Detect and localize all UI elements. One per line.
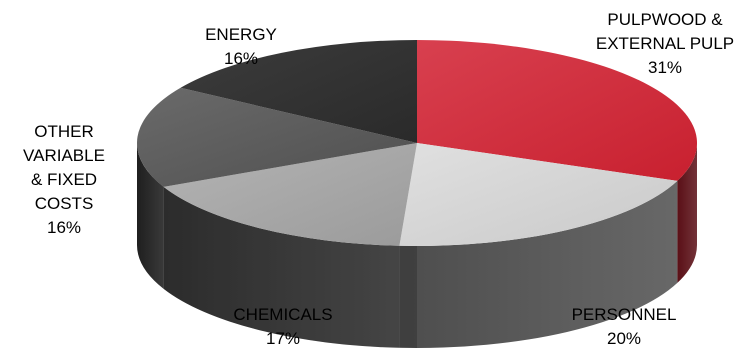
slice-category-label: OTHER (34, 122, 94, 141)
slice-category-label: VARIABLE (23, 146, 105, 165)
pie-slice-personnel (399, 143, 678, 247)
slice-category-label: PULPWOOD & (607, 10, 723, 29)
pie-slice-energy (180, 40, 417, 143)
pie-side-chemicals (163, 186, 400, 348)
pie-slice-pulpwood-external-pulp (417, 40, 698, 181)
slice-category-label: CHEMICALS (233, 305, 332, 324)
pie-side-pulpwood-external-pulp (677, 143, 697, 283)
slice-category-label: COSTS (35, 194, 94, 213)
slice-value-label: 16% (224, 49, 258, 68)
slice-label-personnel: PERSONNEL 20% (572, 305, 677, 348)
pie-tops (136, 40, 698, 247)
slice-label-pulpwood-external-pulp: PULPWOOD & EXTERNAL PULP 31% (596, 10, 734, 77)
pie-slice-other-variable-fixed-costs (136, 87, 417, 187)
slice-value-label: 20% (607, 329, 641, 348)
slice-category-label: ENERGY (205, 25, 277, 44)
slice-value-label: 16% (47, 218, 81, 237)
pie-side-shade (137, 143, 417, 348)
slice-category-label: PERSONNEL (572, 305, 677, 324)
slice-category-label: EXTERNAL PULP (596, 34, 734, 53)
slice-label-other-variable-fixed-costs: OTHER VARIABLE & FIXED COSTS 16% (23, 122, 105, 237)
pie-sides (137, 143, 697, 349)
slice-label-energy: ENERGY 16% (205, 25, 277, 68)
pie-side-personnel (399, 180, 678, 349)
slice-value-label: 17% (266, 329, 300, 348)
pie-side-other-variable-fixed-costs (137, 143, 164, 289)
pie-labels: PULPWOOD & EXTERNAL PULP 31% PERSONNEL 20% CH… (23, 10, 734, 348)
slice-category-label: & FIXED (31, 170, 97, 189)
pie-slice-chemicals (163, 143, 417, 246)
slice-label-chemicals: CHEMICALS 17% (233, 305, 332, 348)
slice-value-label: 31% (648, 58, 682, 77)
